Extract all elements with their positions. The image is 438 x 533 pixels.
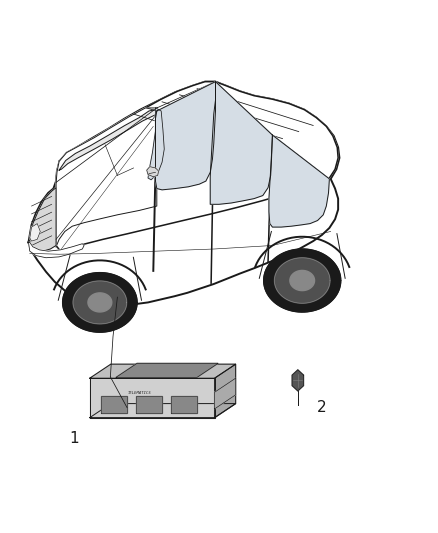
Polygon shape: [30, 188, 56, 251]
Polygon shape: [264, 249, 341, 312]
Polygon shape: [116, 364, 218, 377]
Polygon shape: [90, 378, 215, 418]
Text: 1: 1: [70, 431, 79, 446]
Polygon shape: [88, 293, 112, 312]
Polygon shape: [101, 395, 127, 413]
Text: 2: 2: [317, 400, 327, 415]
Polygon shape: [215, 378, 236, 409]
Polygon shape: [56, 82, 338, 251]
Polygon shape: [59, 110, 157, 170]
Polygon shape: [147, 167, 159, 177]
Polygon shape: [28, 82, 339, 307]
Polygon shape: [30, 223, 40, 241]
Polygon shape: [269, 135, 329, 227]
Text: TELEMATICS: TELEMATICS: [128, 391, 152, 395]
Polygon shape: [155, 82, 215, 190]
Polygon shape: [90, 364, 236, 378]
Polygon shape: [136, 395, 162, 413]
Polygon shape: [292, 370, 304, 391]
Polygon shape: [275, 258, 330, 303]
Polygon shape: [73, 281, 127, 324]
Polygon shape: [290, 270, 314, 290]
Polygon shape: [56, 108, 157, 247]
Polygon shape: [63, 273, 137, 332]
Polygon shape: [210, 82, 272, 204]
Polygon shape: [171, 395, 197, 413]
Polygon shape: [28, 243, 84, 258]
Polygon shape: [148, 108, 164, 180]
Polygon shape: [215, 364, 236, 418]
Polygon shape: [90, 403, 236, 418]
